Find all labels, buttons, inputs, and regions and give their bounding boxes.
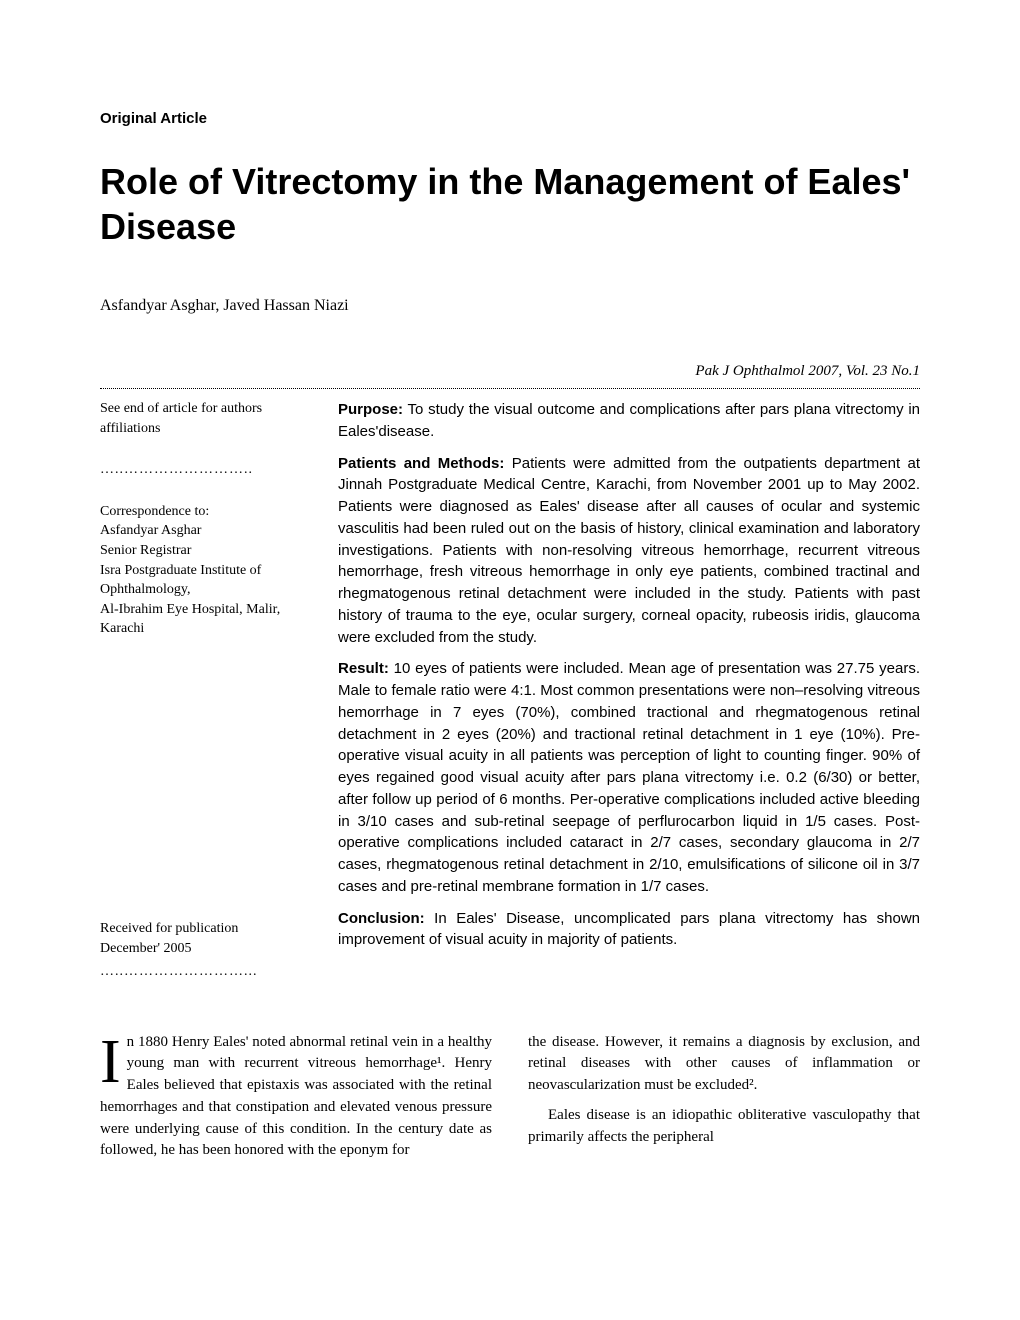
methods-label: Patients and Methods:	[338, 455, 504, 472]
abstract-column: Purpose: To study the visual outcome and…	[338, 399, 920, 1004]
correspondence-block: Correspondence to: Asfandyar Asghar Seni…	[100, 502, 310, 639]
purpose-text: To study the visual outcome and complica…	[338, 401, 920, 440]
correspondence-title: Senior Registrar	[100, 541, 310, 561]
sidebar-divider-dots: …..……………………..	[100, 460, 310, 480]
body-column-left: In 1880 Henry Eales' noted abnormal reti…	[100, 1032, 492, 1171]
body-col1-text: n 1880 Henry Eales' noted abnormal retin…	[100, 1034, 492, 1159]
body-column-right: the disease. However, it remains a diagn…	[528, 1032, 920, 1171]
separator-dotted	[100, 388, 920, 389]
result-text: 10 eyes of patients were included. Mean …	[338, 660, 920, 895]
conclusion-text: In Eales' Disease, uncomplicated pars pl…	[338, 910, 920, 949]
received-label: Received for publication	[100, 919, 310, 939]
publication-block: Received for publication December' 2005 …	[100, 919, 310, 982]
body-paragraph-2: the disease. However, it remains a diagn…	[528, 1032, 920, 1097]
sidebar-divider-dots-2: …..……………………...	[100, 962, 310, 982]
purpose-label: Purpose:	[338, 401, 403, 418]
body-text-columns: In 1880 Henry Eales' noted abnormal reti…	[100, 1032, 920, 1171]
result-label: Result:	[338, 660, 389, 677]
abstract-methods: Patients and Methods: Patients were admi…	[338, 453, 920, 649]
authors-line: Asfandyar Asghar, Javed Hassan Niazi	[100, 297, 920, 315]
article-title: Role of Vitrectomy in the Management of …	[100, 159, 920, 249]
body-paragraph-3: Eales disease is an idiopathic obliterat…	[528, 1105, 920, 1149]
correspondence-hospital: Al-Ibrahim Eye Hospital, Malir, Karachi	[100, 600, 310, 639]
conclusion-label: Conclusion:	[338, 910, 425, 927]
dropcap-letter: I	[100, 1032, 127, 1089]
abstract-layout: See end of article for authors affiliati…	[100, 399, 920, 1004]
journal-reference: Pak J Ophthalmol 2007, Vol. 23 No.1	[100, 363, 920, 380]
correspondence-institute: Isra Postgraduate Institute of Ophthalmo…	[100, 561, 310, 600]
article-type-label: Original Article	[100, 110, 920, 127]
sidebar-column: See end of article for authors affiliati…	[100, 399, 310, 1004]
methods-text: Patients were admitted from the outpatie…	[338, 455, 920, 646]
abstract-result: Result: 10 eyes of patients were include…	[338, 658, 920, 897]
affiliations-note: See end of article for authors affiliati…	[100, 399, 310, 438]
abstract-purpose: Purpose: To study the visual outcome and…	[338, 399, 920, 443]
abstract-conclusion: Conclusion: In Eales' Disease, uncomplic…	[338, 908, 920, 952]
correspondence-label: Correspondence to:	[100, 502, 310, 522]
body-paragraph-1: In 1880 Henry Eales' noted abnormal reti…	[100, 1032, 492, 1163]
received-date: December' 2005	[100, 939, 310, 959]
correspondence-name: Asfandyar Asghar	[100, 521, 310, 541]
